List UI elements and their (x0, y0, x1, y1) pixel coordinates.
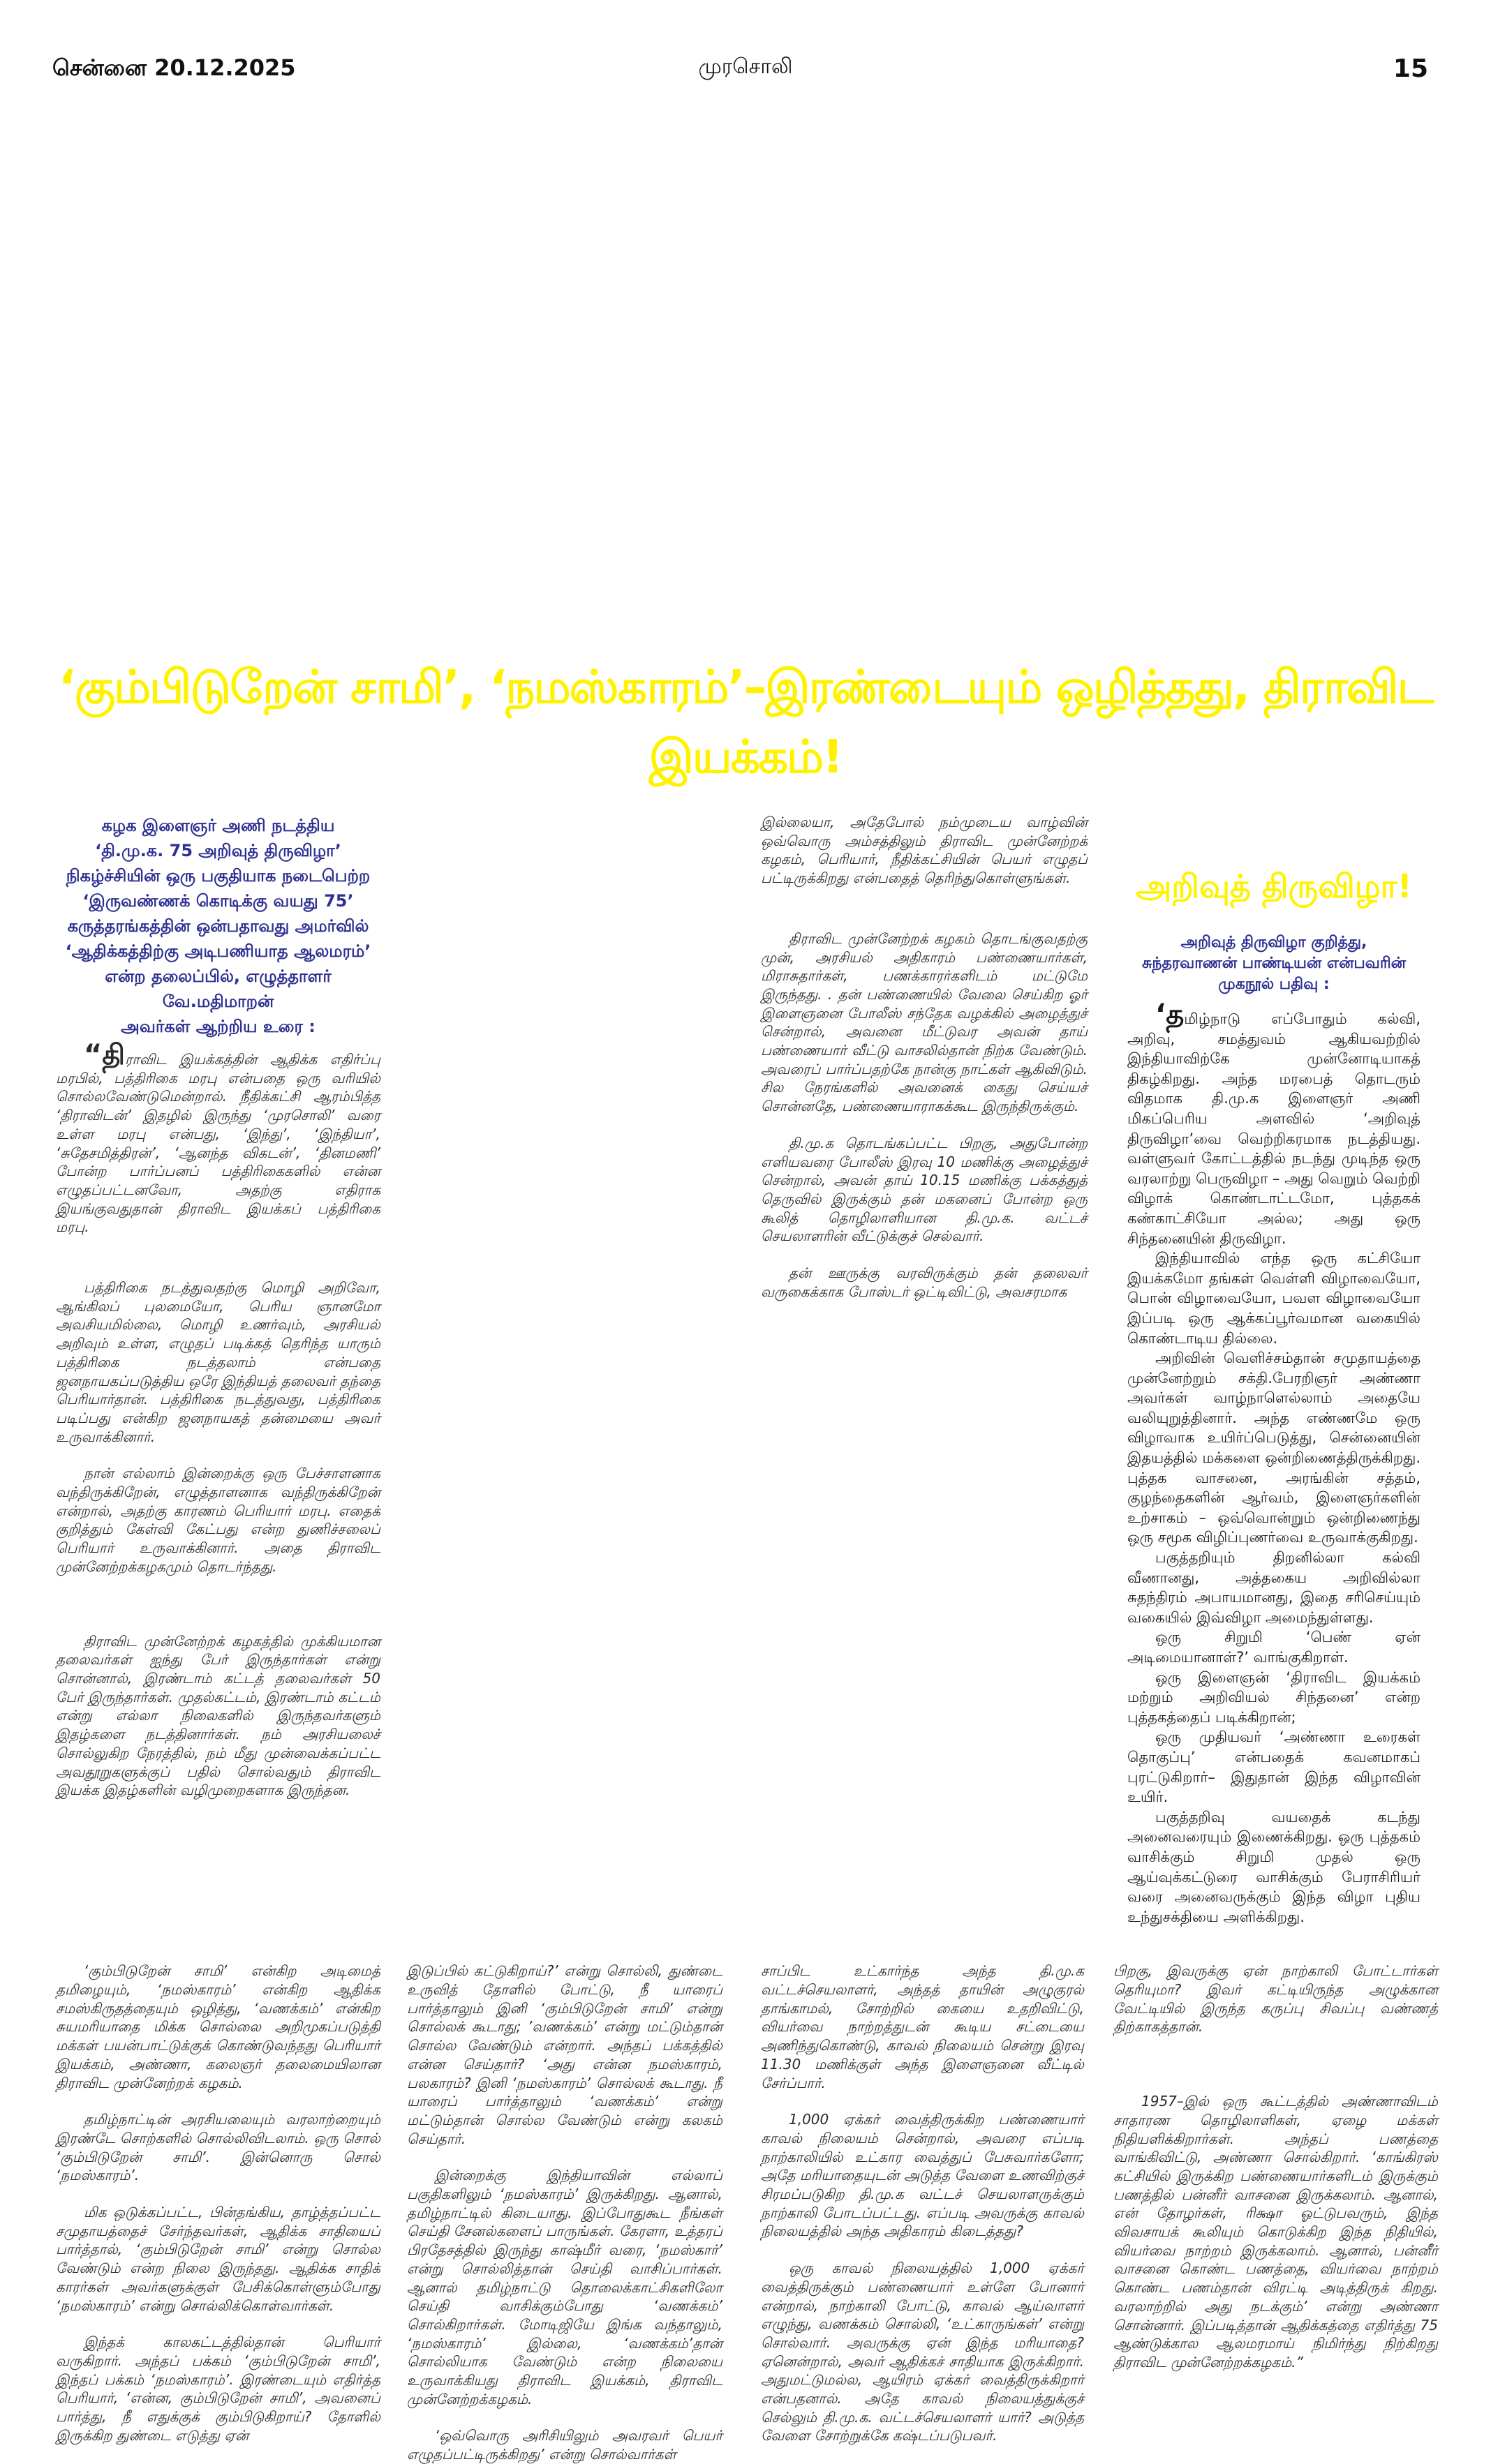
column-b: இடுப்பில் கட்டுகிறாய்?’ என்று சொல்லி, து… (407, 1962, 722, 2464)
paragraph: தன் ஊருக்கு வரவிருக்கும் தன் தலைவர் வருக… (761, 1264, 1088, 1300)
intro-line: ‘இருவண்ணக் கொடிக்கு வயது 75’ (82, 891, 354, 911)
column-d: பிறகு, இவருக்கு ஏன் நாற்காலி போட்டார்கள்… (1113, 1962, 1438, 2371)
paragraph: ‘ஒவ்வொரு அரிசியிலும் அவரவர் பெயர் எழுதப்… (407, 2427, 722, 2463)
box-subtitle: அறிவுத் திருவிழா குறித்து, சுந்தரவாணன் ப… (1127, 932, 1420, 995)
paragraph: இன்றைக்கு இந்தியாவின் எல்லாப் பகுதிகளிலு… (407, 2167, 722, 2407)
paragraph: “திராவிட இயக்கத்தின் ஆதிக்க எதிர்ப்பு மர… (56, 1039, 380, 1236)
paragraph: அறிவின் வெளிச்சம்தான் சமுதாயத்தை முன்னேற… (1127, 1350, 1420, 1546)
subtitle-line: அறிவுத் திருவிழா குறித்து, (1180, 934, 1367, 951)
masthead: முரசொலி (698, 54, 793, 79)
paragraph: சாப்பிட உட்கார்ந்த அந்த தி.மு.க வட்டச்செ… (761, 1962, 1084, 2091)
intro-line: ‘ஆதிக்கத்திற்கு அடிபணியாத ஆலமரம்’ (65, 941, 371, 961)
column-1: கழக இளைஞர் அணி நடத்திய ‘தி.மு.க. 75 அறிவ… (56, 813, 380, 1800)
sidebar-box: அறிவுத் திருவிழா! அறிவுத் திருவிழா குறித… (1127, 865, 1420, 1927)
paragraph: ஒரு சிறுமி ‘பெண் ஏன் அடிமையானாள்?’ வாங்க… (1127, 1629, 1420, 1666)
paragraph: ‘கும்பிடுறேன் சாமி’ என்கிற அடிமைத் தமிழை… (56, 1962, 380, 2091)
box-title: அறிவுத் திருவிழா! (1136, 867, 1412, 905)
paragraph: பத்திரிகை நடத்துவதற்கு மொழி அறிவோ, ஆங்கி… (56, 1279, 380, 1445)
paragraph: மிக ஒடுக்கப்பட்ட, பின்தங்கிய, தாழ்த்தப்ப… (56, 2204, 380, 2314)
page-number: 15 (1393, 54, 1428, 83)
paragraph: இந்தியாவில் எந்த ஒரு கட்சியோ இயக்கமோ தங்… (1127, 1250, 1420, 1347)
paragraph: பிறகு, இவருக்கு ஏன் நாற்காலி போட்டார்கள்… (1113, 1962, 1438, 2036)
paragraph: பகுத்தறியும் திறனில்லா கல்வி வீணானது, அத… (1127, 1549, 1420, 1626)
paragraph: ‘தமிழ்நாடு எப்போதும் கல்வி, அறிவு, சமத்த… (1127, 999, 1420, 1247)
paragraph: 1957–இல் ஒரு கூட்டத்தில் அண்ணாவிடம் சாதா… (1113, 2093, 1438, 2370)
subtitle-line: சுந்தரவாணன் பாண்டியன் என்பவரின் (1141, 955, 1407, 972)
intro-line: என்ற தலைப்பில், எழுத்தாளர் வே.மதிமாறன் (105, 966, 332, 1011)
paragraph: தமிழ்நாட்டின் அரசியலையும் வரலாற்றையும் இ… (56, 2111, 380, 2184)
column-3: இல்லையா, அதேபோல் நம்முடைய வாழ்வின் ஒவ்வொ… (761, 813, 1088, 1301)
issue-date: சென்னை 20.12.2025 (52, 54, 296, 81)
paragraph: திராவிட முன்னேற்றக் கழகத்தில் முக்கியமான… (56, 1632, 380, 1799)
paragraph: ஒரு காவல் நிலையத்தில் 1,000 ஏக்கர் வைத்த… (761, 2260, 1084, 2444)
intro-line: கழக இளைஞர் அணி நடத்திய (101, 816, 335, 835)
intro-line: ‘தி.மு.க. 75 அறிவுத் திருவிழா’ (95, 841, 341, 860)
paragraph: இல்லையா, அதேபோல் நம்முடைய வாழ்வின் ஒவ்வொ… (761, 814, 1088, 887)
column-c: சாப்பிட உட்கார்ந்த அந்த தி.மு.க வட்டச்செ… (761, 1962, 1084, 2445)
paragraph: 1,000 ஏக்கர் வைத்திருக்கிற பண்ணையார் காவ… (761, 2111, 1084, 2240)
intro-block: கழக இளைஞர் அணி நடத்திய ‘தி.மு.க. 75 அறிவ… (56, 813, 380, 1039)
paragraph: ஒரு முதியவர் ‘அண்ணா உரைகள் தொகுப்பு’ என்… (1127, 1728, 1420, 1806)
intro-line: அவர்கள் ஆற்றிய உரை : (121, 1017, 316, 1036)
top-row: கழக இளைஞர் அணி நடத்திய ‘தி.மு.க. 75 அறிவ… (0, 813, 1491, 1927)
paragraph: இடுப்பில் கட்டுகிறாய்?’ என்று சொல்லி, து… (407, 1962, 722, 2147)
paragraph: ஒரு இளைஞன் ‘திராவிட இயக்கம் மற்றும் அறிவ… (1127, 1668, 1420, 1726)
paragraph: தி.மு.க தொடங்கப்பட்ட பிறகு, அதுபோன்ற எளி… (761, 1134, 1088, 1245)
bottom-row: ‘கும்பிடுறேன் சாமி’ என்கிற அடிமைத் தமிழை… (0, 1962, 1491, 2464)
column-a: ‘கும்பிடுறேன் சாமி’ என்கிற அடிமைத் தமிழை… (56, 1962, 380, 2444)
article-body: கழக இளைஞர் அணி நடத்திய ‘தி.மு.க. 75 அறிவ… (0, 813, 1491, 2464)
subtitle-line: முகநூல் பதிவு : (1218, 976, 1330, 993)
intro-line: நிகழ்ச்சியின் ஒரு பகுதியாக நடைபெற்ற (66, 866, 371, 886)
paragraph: திராவிட முன்னேற்றக் கழகம் தொடங்குவதற்கு … (761, 929, 1088, 1115)
headline: ‘கும்பிடுறேன் சாமி’, ‘நமஸ்காரம்’–இரண்டைய… (58, 660, 1434, 784)
paragraph: பகுத்தறிவு வயதைக் கடந்து அனைவரையும் இணைக… (1127, 1808, 1420, 1925)
intro-line: கருத்தரங்கத்தின் ஒன்பதாவது அமர்வில் (67, 916, 369, 936)
paragraph: நான் எல்லாம் இன்றைக்கு ஒரு பேச்சாளனாக வந… (56, 1465, 380, 1575)
paragraph: இந்தக் காலகட்டத்தில்தான் பெரியார் வருகிற… (56, 2334, 380, 2444)
